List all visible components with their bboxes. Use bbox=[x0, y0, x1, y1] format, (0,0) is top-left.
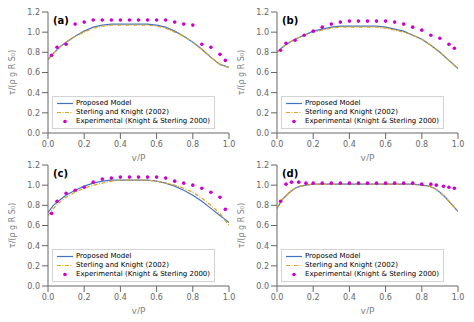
svg-text:0.4: 0.4 bbox=[27, 89, 40, 98]
svg-text:0.4: 0.4 bbox=[256, 242, 269, 251]
svg-text:0.6: 0.6 bbox=[379, 293, 392, 302]
svg-text:0.4: 0.4 bbox=[343, 293, 356, 302]
svg-text:0.8: 0.8 bbox=[186, 140, 199, 149]
svg-text:1.0: 1.0 bbox=[256, 181, 269, 190]
html-text:Experimental (Knight & Sterlin: Experimental (Knight & Sterling 2000) bbox=[76, 117, 211, 125]
html-text:Experimental (Knight & Sterlin: Experimental (Knight & Sterling 2000) bbox=[305, 270, 440, 278]
svg-text:y/P: y/P bbox=[132, 153, 146, 161]
svg-text:τ/(ρ g R S₀): τ/(ρ g R S₀) bbox=[237, 50, 246, 95]
svg-text:0.6: 0.6 bbox=[150, 140, 163, 149]
svg-text:0.0: 0.0 bbox=[271, 140, 284, 149]
svg-text:1.2: 1.2 bbox=[256, 161, 269, 170]
html-text:Experimental (Knight & Sterlin: Experimental (Knight & Sterling 2000) bbox=[76, 270, 211, 278]
html-text:Sterling and Knight (2002): Sterling and Knight (2002) bbox=[76, 261, 169, 269]
svg-text:0.0: 0.0 bbox=[27, 282, 40, 291]
svg-text:0.6: 0.6 bbox=[256, 68, 269, 77]
html-text:Sterling and Knight (2002): Sterling and Knight (2002) bbox=[305, 261, 398, 269]
html-text:(b): (b) bbox=[282, 15, 299, 26]
svg-text:0.0: 0.0 bbox=[256, 282, 269, 291]
svg-text:τ/(ρ g R S₀): τ/(ρ g R S₀) bbox=[8, 203, 17, 248]
svg-text:1.0: 1.0 bbox=[27, 28, 40, 37]
svg-text:0.2: 0.2 bbox=[27, 109, 40, 118]
svg-text:0.6: 0.6 bbox=[379, 140, 392, 149]
svg-text:0.6: 0.6 bbox=[256, 221, 269, 230]
svg-text:τ/(ρ g R S₀): τ/(ρ g R S₀) bbox=[8, 50, 17, 95]
svg-text:0.2: 0.2 bbox=[78, 140, 91, 149]
svg-text:0.8: 0.8 bbox=[415, 140, 428, 149]
html-text:(a): (a) bbox=[53, 15, 69, 26]
svg-text:0.4: 0.4 bbox=[343, 140, 356, 149]
svg-text:y/P: y/P bbox=[361, 306, 375, 314]
svg-text:y/P: y/P bbox=[361, 153, 375, 161]
svg-text:0.8: 0.8 bbox=[27, 201, 40, 210]
svg-text:1.2: 1.2 bbox=[256, 8, 269, 17]
svg-text:0.4: 0.4 bbox=[114, 140, 127, 149]
svg-text:0.0: 0.0 bbox=[271, 293, 284, 302]
svg-text:0.4: 0.4 bbox=[114, 293, 127, 302]
svg-text:0.8: 0.8 bbox=[256, 201, 269, 210]
svg-text:0.2: 0.2 bbox=[307, 293, 320, 302]
svg-text:0.0: 0.0 bbox=[256, 129, 269, 138]
svg-text:0.0: 0.0 bbox=[42, 293, 55, 302]
html-text:Proposed Model: Proposed Model bbox=[76, 252, 132, 260]
svg-text:1.2: 1.2 bbox=[27, 8, 40, 17]
svg-text:0.2: 0.2 bbox=[256, 262, 269, 271]
svg-text:0.2: 0.2 bbox=[27, 262, 40, 271]
svg-text:0.6: 0.6 bbox=[27, 68, 40, 77]
html-text:Sterling and Knight (2002): Sterling and Knight (2002) bbox=[76, 108, 169, 116]
html-text:(c): (c) bbox=[53, 168, 69, 179]
svg-text:1.0: 1.0 bbox=[452, 293, 465, 302]
svg-text:1.0: 1.0 bbox=[256, 28, 269, 37]
svg-text:0.6: 0.6 bbox=[27, 221, 40, 230]
svg-text:0.4: 0.4 bbox=[27, 242, 40, 251]
svg-text:0.4: 0.4 bbox=[256, 89, 269, 98]
svg-text:1.0: 1.0 bbox=[452, 140, 465, 149]
svg-text:0.2: 0.2 bbox=[256, 109, 269, 118]
svg-text:0.2: 0.2 bbox=[78, 293, 91, 302]
svg-text:0.0: 0.0 bbox=[27, 129, 40, 138]
html-text:Sterling and Knight (2002): Sterling and Knight (2002) bbox=[305, 108, 398, 116]
svg-text:y/P: y/P bbox=[132, 306, 146, 314]
html-text:Proposed Model: Proposed Model bbox=[76, 99, 132, 107]
html-text:(d): (d) bbox=[282, 168, 299, 179]
svg-text:0.8: 0.8 bbox=[186, 293, 199, 302]
html-text:Proposed Model: Proposed Model bbox=[305, 99, 361, 107]
svg-text:0.2: 0.2 bbox=[307, 140, 320, 149]
svg-text:0.8: 0.8 bbox=[27, 48, 40, 57]
svg-text:0.0: 0.0 bbox=[42, 140, 55, 149]
svg-text:1.0: 1.0 bbox=[27, 181, 40, 190]
svg-text:0.6: 0.6 bbox=[150, 293, 163, 302]
svg-text:0.8: 0.8 bbox=[415, 293, 428, 302]
svg-text:0.8: 0.8 bbox=[256, 48, 269, 57]
svg-text:τ/(ρ g R S₀): τ/(ρ g R S₀) bbox=[237, 203, 246, 248]
svg-text:1.0: 1.0 bbox=[223, 140, 236, 149]
html-text:Proposed Model: Proposed Model bbox=[305, 252, 361, 260]
svg-text:1.0: 1.0 bbox=[223, 293, 236, 302]
html-text:Experimental (Knight & Sterlin: Experimental (Knight & Sterling 2000) bbox=[305, 117, 440, 125]
svg-text:1.2: 1.2 bbox=[27, 161, 40, 170]
